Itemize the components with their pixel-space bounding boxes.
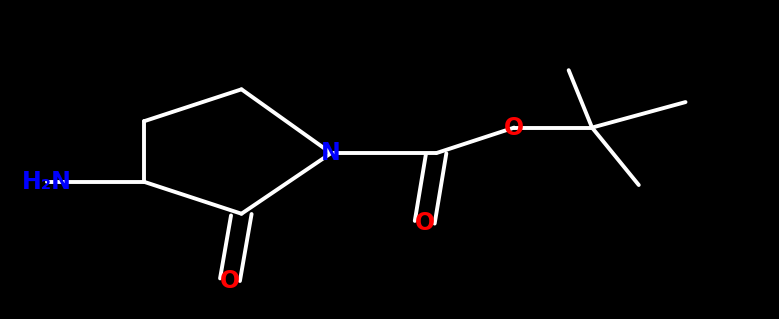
Text: H₂N: H₂N xyxy=(22,170,72,194)
Text: N: N xyxy=(321,141,341,165)
Text: O: O xyxy=(414,211,435,235)
Text: O: O xyxy=(504,115,524,140)
Text: O: O xyxy=(220,269,240,293)
